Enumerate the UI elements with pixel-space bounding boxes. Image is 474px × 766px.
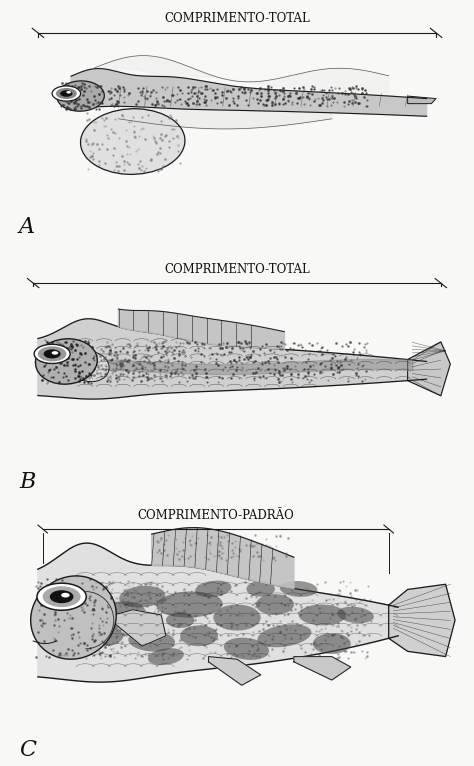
Polygon shape: [95, 56, 389, 93]
Ellipse shape: [313, 633, 351, 654]
Polygon shape: [114, 610, 166, 647]
Ellipse shape: [195, 581, 231, 597]
Polygon shape: [408, 342, 450, 396]
Polygon shape: [38, 319, 427, 399]
Ellipse shape: [81, 109, 185, 175]
Circle shape: [38, 346, 66, 362]
Circle shape: [60, 90, 73, 97]
Ellipse shape: [180, 625, 218, 647]
Text: A: A: [19, 215, 35, 237]
Polygon shape: [389, 584, 455, 656]
Circle shape: [34, 344, 70, 364]
Circle shape: [43, 586, 81, 607]
Ellipse shape: [257, 624, 311, 647]
Text: COMPRIMENTO-PADRÃO: COMPRIMENTO-PADRÃO: [137, 509, 294, 522]
Circle shape: [56, 88, 77, 99]
Ellipse shape: [57, 81, 104, 111]
Ellipse shape: [128, 630, 175, 652]
Ellipse shape: [280, 581, 318, 597]
Polygon shape: [152, 528, 294, 588]
Ellipse shape: [213, 604, 261, 630]
Text: COMPRIMENTO-TOTAL: COMPRIMENTO-TOTAL: [164, 263, 310, 276]
Ellipse shape: [36, 339, 97, 385]
Polygon shape: [71, 69, 427, 116]
Ellipse shape: [166, 612, 194, 628]
Text: C: C: [19, 738, 36, 761]
Text: COMPRIMENTO-TOTAL: COMPRIMENTO-TOTAL: [164, 12, 310, 25]
Ellipse shape: [71, 352, 109, 381]
Ellipse shape: [299, 604, 346, 625]
Ellipse shape: [156, 591, 223, 617]
Circle shape: [37, 583, 86, 611]
Ellipse shape: [148, 648, 184, 665]
Circle shape: [52, 351, 58, 355]
Ellipse shape: [224, 637, 269, 660]
Ellipse shape: [337, 607, 374, 624]
Polygon shape: [209, 656, 261, 686]
Text: B: B: [19, 471, 36, 493]
Polygon shape: [118, 109, 332, 129]
Polygon shape: [294, 656, 351, 680]
Ellipse shape: [91, 601, 146, 629]
Circle shape: [50, 590, 73, 604]
Ellipse shape: [119, 586, 165, 607]
Polygon shape: [38, 543, 398, 683]
Circle shape: [44, 349, 61, 358]
Circle shape: [66, 91, 71, 93]
Polygon shape: [408, 96, 436, 103]
Ellipse shape: [256, 594, 294, 615]
Ellipse shape: [246, 581, 275, 597]
Circle shape: [52, 86, 81, 101]
Ellipse shape: [31, 576, 116, 660]
Polygon shape: [118, 309, 284, 349]
Ellipse shape: [85, 625, 123, 647]
Circle shape: [61, 593, 70, 597]
